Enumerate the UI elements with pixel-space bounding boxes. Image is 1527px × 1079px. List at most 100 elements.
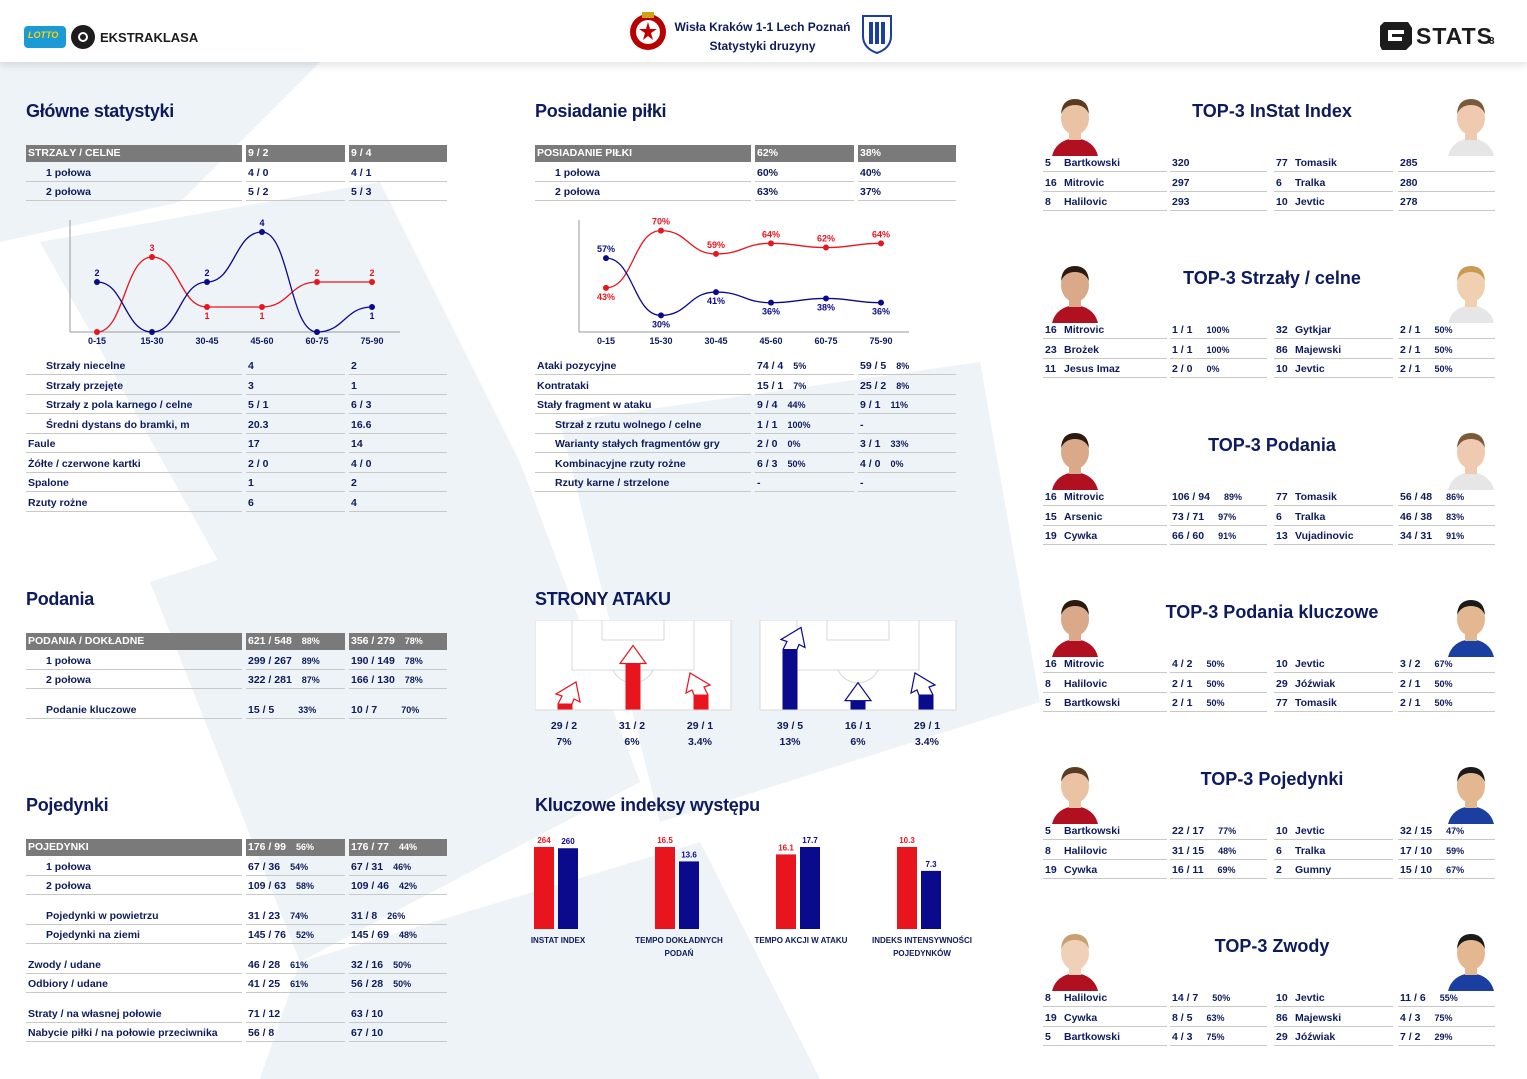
data-point (314, 279, 320, 285)
home-value: - (755, 475, 854, 492)
attack-arrow (779, 626, 806, 650)
shots-header-away: 9 / 4 (349, 145, 447, 162)
home-bar-label: 16.5 (657, 836, 673, 845)
duel-type-label: Pojedynki na ziemi (26, 927, 242, 944)
home-player: 5 Bartkowski (1043, 695, 1167, 712)
percent: 44% (787, 400, 806, 410)
percent: 7% (793, 380, 807, 391)
player-photo (1444, 90, 1498, 156)
away-value: 56 / 28 50% (349, 976, 447, 993)
home-player-value: 8 / 5 63% (1170, 1010, 1267, 1027)
home-value: 145 / 76 52% (246, 927, 345, 944)
attack-bar-border (782, 649, 798, 710)
home-player-value: 320 (1170, 155, 1267, 172)
data-label: 30% (652, 319, 670, 329)
data-label: 36% (872, 307, 890, 317)
away-player: 2 Gumny (1274, 862, 1393, 879)
value: 190 / 149 (351, 654, 395, 667)
percent: 56% (295, 842, 314, 852)
away-bar-label: 7.3 (925, 860, 937, 869)
stat-label: Strzały przejęte (26, 378, 242, 395)
attack-arrow (618, 644, 648, 665)
away-value: 31 / 8 26% (349, 908, 447, 925)
attack-away-right-label: 29 / 1 3.4% (902, 718, 952, 750)
x-tick-label: 15-30 (649, 336, 672, 346)
away-value: 10 / 7 70% (349, 702, 447, 719)
data-label: 3 (149, 243, 154, 253)
half-label: 1 połowa (26, 653, 242, 670)
home-value: 109 / 63 58% (246, 878, 345, 895)
value: 9 / 4 (757, 399, 778, 411)
data-point (603, 255, 609, 262)
top3-title: TOP-3 Podania (1208, 435, 1336, 455)
data-label: 2 (94, 268, 99, 278)
value: 31 / 8 (351, 909, 378, 922)
estats-logo-icon (1380, 22, 1412, 50)
away-value: 4 / 0 0% (858, 456, 956, 473)
percent: 8% (896, 380, 910, 391)
away-bar-label: 17.7 (802, 836, 818, 845)
away-value: 3 / 1 33% (858, 436, 956, 453)
attack-count: 29 / 1 (913, 720, 941, 732)
home-player: 16 Mitrovic (1043, 656, 1167, 673)
home-value: 15 / 5 33% (246, 702, 345, 719)
shots-header-label: STRZAŁY / CELNE (26, 145, 242, 162)
x-tick-label: 15-30 (140, 336, 163, 346)
attack-percent: 3.4% (688, 736, 712, 748)
value: 176 / 99 (248, 841, 286, 853)
attack-percent: 7% (556, 736, 572, 748)
home-player-value: 31 / 15 48% (1170, 843, 1267, 860)
data-point (713, 250, 719, 257)
data-label: 1 (259, 311, 264, 321)
away-bar (921, 870, 941, 929)
player-photo (1444, 925, 1498, 991)
data-point (204, 279, 210, 285)
data-point (259, 229, 265, 235)
data-label: 4 (259, 218, 264, 228)
away-player-value: 285 (1398, 155, 1495, 172)
home-value: 1 / 1 100% (755, 417, 854, 434)
attack-count: 16 / 1 (844, 720, 872, 732)
data-label: 2 (369, 268, 374, 278)
player-silhouette-icon (1448, 767, 1494, 824)
value: 67 / 31 (351, 860, 384, 873)
duel-type-label: Pojedynki w powietrzu (26, 908, 242, 925)
top3-title: TOP-3 Pojedynki (1200, 769, 1344, 789)
home-player-value: 293 (1170, 194, 1267, 211)
away-player: 10 Jevtic (1274, 194, 1393, 211)
player-photo (1048, 90, 1102, 156)
player-silhouette-icon (1448, 600, 1494, 657)
away-player-value: 2 / 1 50% (1398, 342, 1495, 359)
home-player-value: 1 / 1 100% (1170, 322, 1267, 339)
home-player-value: 4 / 2 50% (1170, 656, 1267, 673)
passes-header-home: 621 / 548 88% (246, 633, 345, 650)
half-label: 1 połowa (535, 165, 751, 182)
x-tick-label: 45-60 (250, 336, 273, 346)
half-label: 1 połowa (26, 859, 242, 876)
stat-label: Kontrataki (535, 378, 751, 395)
home-value: 2 / 0 0% (755, 436, 854, 453)
goal-box (826, 620, 890, 641)
top3-title: TOP-3 Zwody (1214, 936, 1330, 956)
stat-label: Średni dystans do bramki, m (26, 417, 242, 434)
stat-label: Warianty stałych fragmentów gry (535, 436, 751, 453)
player-silhouette-icon (1052, 767, 1098, 824)
percent: 78% (404, 636, 423, 646)
stats-label: STATS (1416, 23, 1493, 49)
stat-label: Rzuty karne / strzelone (535, 475, 751, 492)
percent: 89% (301, 655, 320, 666)
away-player: 29 Jóźwiak (1274, 1029, 1393, 1046)
home-bar-label: 10.3 (899, 836, 915, 845)
attack-bar (919, 695, 933, 709)
attack-count: 39 / 5 (776, 720, 804, 732)
away-player: 77 Tomasik (1274, 695, 1393, 712)
data-point (259, 304, 265, 310)
percent: 33% (890, 439, 909, 449)
away-value: 40% (858, 165, 956, 182)
data-label: 64% (872, 229, 890, 239)
away-value: 145 / 69 48% (349, 927, 447, 944)
player-silhouette-icon (1448, 433, 1494, 490)
home-player-value: 2 / 1 50% (1170, 676, 1267, 693)
player-photo (1444, 591, 1498, 657)
home-player: 19 Cywka (1043, 862, 1167, 879)
